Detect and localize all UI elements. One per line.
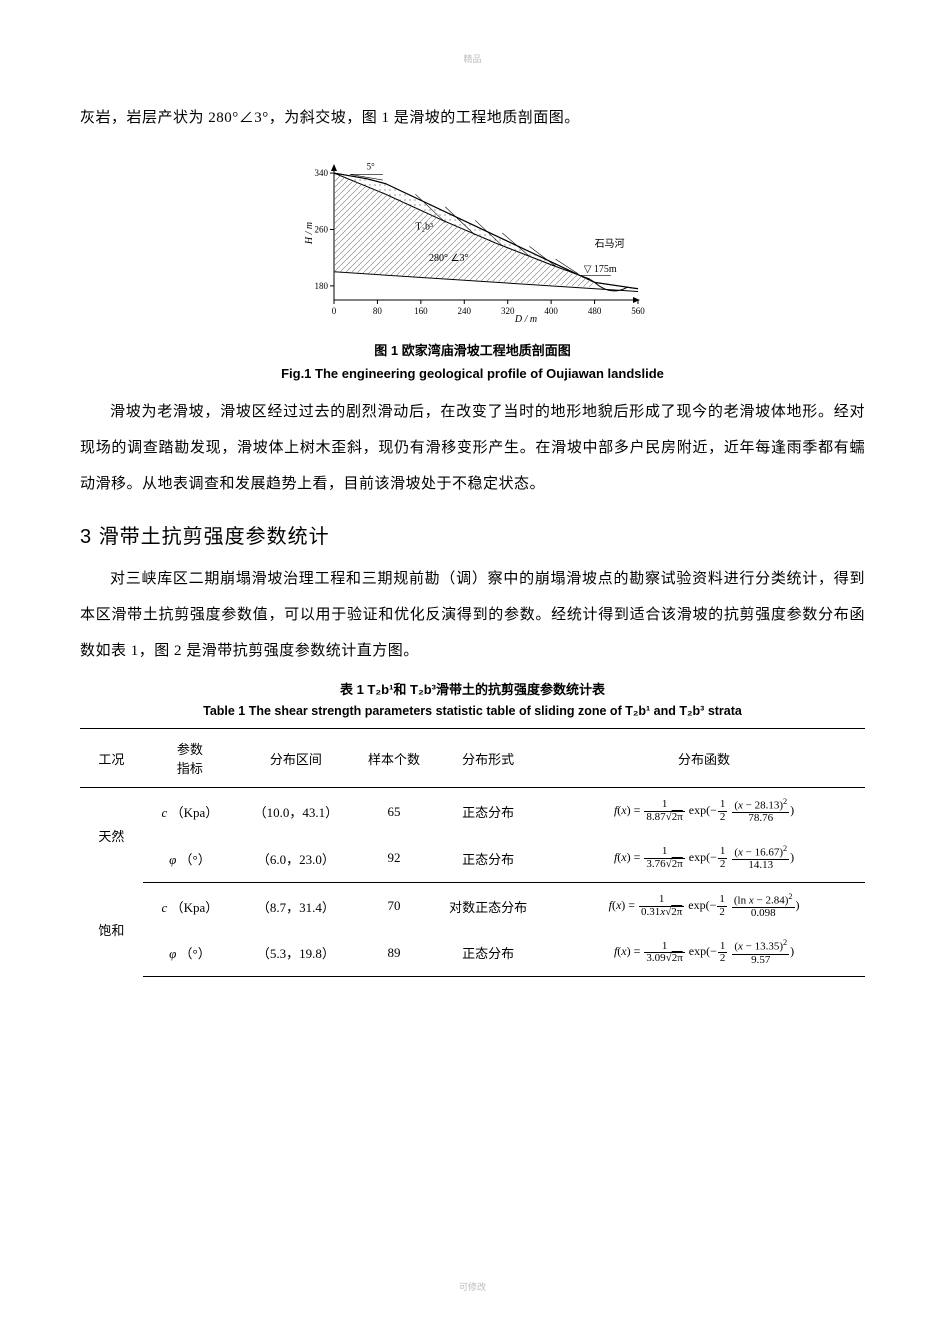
footer-watermark: 可修改 xyxy=(0,1280,945,1293)
cell-n: 65 xyxy=(355,788,434,835)
th-param: 参数 指标 xyxy=(143,729,237,788)
cell-param: c （Kpa） xyxy=(143,788,237,835)
cell-fn: f(x) = 13.76√2π exp(−12 (x − 16.67)214.1… xyxy=(543,835,865,882)
th-n: 样本个数 xyxy=(355,729,434,788)
svg-text:340: 340 xyxy=(314,168,328,178)
cell-param: φ （°） xyxy=(143,929,237,976)
svg-text:320: 320 xyxy=(500,306,514,316)
th-param-l2: 指标 xyxy=(177,761,203,776)
cell-n: 70 xyxy=(355,882,434,929)
figure-1-svg: 0 80 160 240 320 400 480 560 180 260 340 D / m H / m… xyxy=(298,158,648,328)
svg-text:T₂b³: T₂b³ xyxy=(415,221,433,232)
cell-cond: 天然 xyxy=(80,788,143,883)
paragraph-3: 对三峡库区二期崩塌滑坡治理工程和三期规前勘（调）察中的崩塌滑坡点的勘察试验资料进… xyxy=(80,561,865,669)
svg-text:石马河: 石马河 xyxy=(594,238,624,250)
cell-dist: 正态分布 xyxy=(433,788,543,835)
th-fn: 分布函数 xyxy=(543,729,865,788)
svg-text:H / m: H / m xyxy=(304,222,315,245)
cell-dist: 正态分布 xyxy=(433,835,543,882)
cell-param: c （Kpa） xyxy=(143,882,237,929)
cell-fn: f(x) = 10.31x√2π exp(−12 (ln x − 2.84)20… xyxy=(543,882,865,929)
header-watermark: 精品 xyxy=(0,52,945,65)
cell-fn: f(x) = 18.87√2π exp(−12 (x − 28.13)278.7… xyxy=(543,788,865,835)
svg-text:5°: 5° xyxy=(366,162,375,172)
svg-text:160: 160 xyxy=(414,306,428,316)
svg-text:180: 180 xyxy=(314,281,328,291)
cell-range: （5.3，19.8） xyxy=(237,929,355,976)
table-row: φ （°）（5.3，19.8）89正态分布f(x) = 13.09√2π exp… xyxy=(80,929,865,976)
cell-range: （10.0，43.1） xyxy=(237,788,355,835)
figure-1-caption-en: Fig.1 The engineering geological profile… xyxy=(80,362,865,385)
intro-paragraph: 灰岩，岩层产状为 280°∠3°，为斜交坡，图 1 是滑坡的工程地质剖面图。 xyxy=(80,100,865,136)
th-param-l1: 参数 xyxy=(177,742,203,757)
svg-text:▽ 175m: ▽ 175m xyxy=(583,264,616,275)
svg-text:D / m: D / m xyxy=(513,314,536,325)
table-1-caption-en: Table 1 The shear strength parameters st… xyxy=(80,701,865,722)
cell-range: （6.0，23.0） xyxy=(237,835,355,882)
cell-dist: 对数正态分布 xyxy=(433,882,543,929)
cell-param: φ （°） xyxy=(143,835,237,882)
svg-text:240: 240 xyxy=(457,306,471,316)
cell-n: 89 xyxy=(355,929,434,976)
figure-1: 0 80 160 240 320 400 480 560 180 260 340 D / m H / m… xyxy=(80,158,865,386)
table-row: 饱和c （Kpa）（8.7，31.4）70对数正态分布f(x) = 10.31x… xyxy=(80,882,865,929)
table-row: φ （°）（6.0，23.0）92正态分布f(x) = 13.76√2π exp… xyxy=(80,835,865,882)
cell-range: （8.7，31.4） xyxy=(237,882,355,929)
svg-text:80: 80 xyxy=(372,306,382,316)
table-1-caption-cn: 表 1 T₂b¹和 T₂b³滑带土的抗剪强度参数统计表 xyxy=(80,679,865,701)
cell-dist: 正态分布 xyxy=(433,929,543,976)
svg-text:0: 0 xyxy=(331,306,336,316)
cell-n: 92 xyxy=(355,835,434,882)
table-header-row: 工况 参数 指标 分布区间 样本个数 分布形式 分布函数 xyxy=(80,729,865,788)
svg-text:480: 480 xyxy=(587,306,601,316)
th-dist: 分布形式 xyxy=(433,729,543,788)
section-3-heading: 3 滑带土抗剪强度参数统计 xyxy=(80,520,865,549)
table-row: 天然c （Kpa）（10.0，43.1）65正态分布f(x) = 18.87√2… xyxy=(80,788,865,835)
cell-fn: f(x) = 13.09√2π exp(−12 (x − 13.35)29.57… xyxy=(543,929,865,976)
svg-text:260: 260 xyxy=(314,224,328,234)
svg-text:400: 400 xyxy=(544,306,558,316)
svg-text:280° ∠3°: 280° ∠3° xyxy=(429,253,468,264)
figure-1-caption-cn: 图 1 欧家湾庙滑坡工程地质剖面图 xyxy=(80,339,865,362)
svg-text:560: 560 xyxy=(631,306,645,316)
th-range: 分布区间 xyxy=(237,729,355,788)
table-1: 工况 参数 指标 分布区间 样本个数 分布形式 分布函数 天然c （Kpa）（1… xyxy=(80,728,865,977)
paragraph-2: 滑坡为老滑坡，滑坡区经过过去的剧烈滑动后，在改变了当时的地形地貌后形成了现今的老… xyxy=(80,394,865,502)
th-cond: 工况 xyxy=(80,729,143,788)
cell-cond: 饱和 xyxy=(80,882,143,977)
